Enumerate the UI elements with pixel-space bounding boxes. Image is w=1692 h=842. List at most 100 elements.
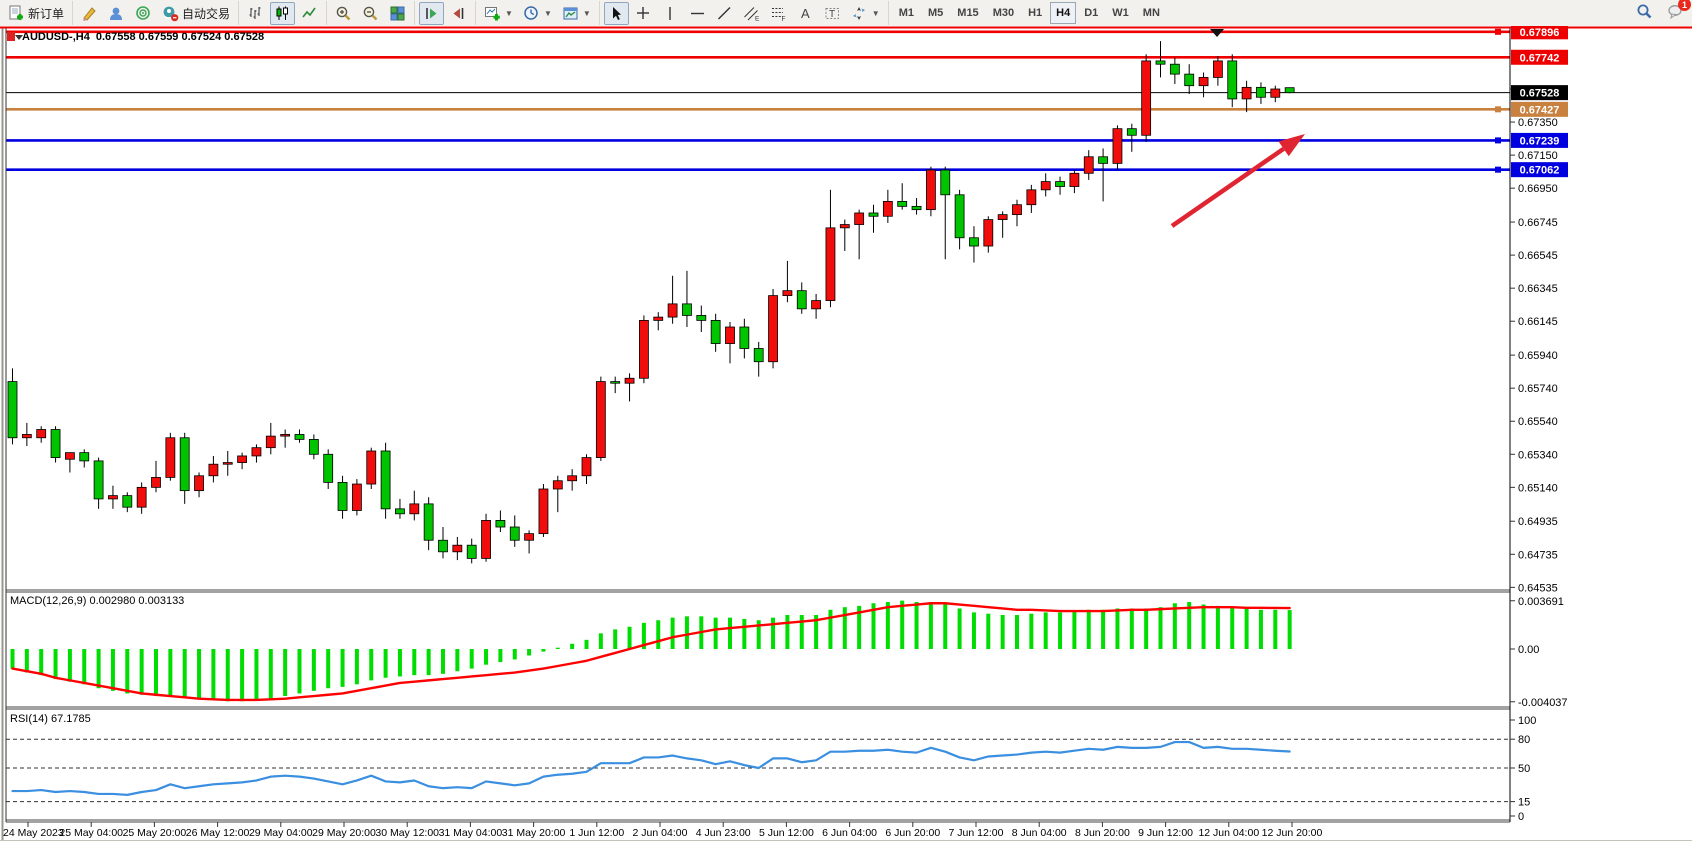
tester-button[interactable] [131,2,156,25]
crosshair-icon [635,5,652,22]
price-axis[interactable]: 0.675500.673500.671500.669500.667450.665… [1510,26,1568,823]
time-tick-label: 26 May 12:00 [186,827,250,839]
auto-scroll-icon [423,5,440,22]
channel-icon: E [743,5,760,22]
candle [811,300,821,310]
chart-title: AUDUSD-,H4 0.67558 0.67559 0.67524 0.6752… [22,31,264,43]
editor-button[interactable] [104,2,129,25]
candle [179,437,190,492]
price-tick-label: 0.65340 [1518,449,1558,461]
hline-button[interactable] [685,2,710,25]
time-tick-label: 12 Jun 20:00 [1262,827,1323,839]
candle [21,434,32,439]
crosshair-button[interactable] [631,2,656,25]
candle [868,212,879,217]
candle [725,326,735,344]
timeframe-d1-button[interactable]: D1 [1084,7,1099,19]
candle [194,475,204,492]
chevron-down-icon[interactable]: ▼ [871,8,880,18]
candle [36,429,47,439]
price-badge-label: 0.67239 [1520,135,1560,147]
fibonacci-button[interactable]: F [766,2,791,25]
templates-button[interactable]: ▼ [558,2,595,25]
chart-canvas[interactable]: 0.675500.673500.671500.669500.667450.665… [0,26,1692,842]
label-icon: T [824,5,841,22]
zoom-out-button[interactable] [358,2,383,25]
macd-pane[interactable] [10,600,1292,702]
price-tick-label: 0.64935 [1518,516,1558,528]
candles-chart-button[interactable] [270,1,296,25]
timeframe-w1-button[interactable]: W1 [1112,7,1129,19]
channel-button[interactable]: E [739,2,764,25]
autotrade-button[interactable]: 自动交易 [158,2,234,25]
timeframe-mn-button[interactable]: MN [1142,7,1160,19]
search-icon[interactable] [1636,3,1653,23]
time-tick-label: 25 May 04:00 [59,827,123,839]
candle [136,486,147,508]
line-anchor-handle[interactable] [1495,28,1501,35]
tile-windows-button[interactable] [385,2,410,25]
line-chart-icon [301,5,318,22]
line-anchor-handle[interactable] [1495,137,1501,144]
rsi-line [11,740,1291,796]
timeframe-m15-button[interactable]: M15 [957,7,979,19]
candle [265,435,276,449]
timeframe-m1-button[interactable]: M1 [898,7,914,19]
chevron-down-icon[interactable]: ▼ [505,8,513,18]
candle [1098,156,1108,164]
candle [940,169,951,196]
rsi-pane[interactable] [6,738,1510,803]
line-anchor-handle[interactable] [1495,166,1501,173]
auto-scroll-button[interactable] [419,1,445,25]
vline-button[interactable] [658,2,683,25]
arrows-button[interactable]: ▼ [847,2,884,25]
periods-button[interactable]: ▼ [519,2,556,25]
macd-signal-line [11,602,1291,702]
candle [710,320,721,344]
text-icon: A [797,5,814,22]
timeframe-m5-button[interactable]: M5 [928,7,944,19]
chevron-down-icon[interactable]: ▼ [582,8,591,18]
timeframe-m30-button[interactable]: M30 [992,7,1015,19]
new-order-button[interactable]: 新订单 [4,2,68,25]
editor-icon [108,5,125,22]
notifications-button[interactable]: 1 [1667,0,1691,23]
line-chart-button[interactable] [297,2,322,25]
candle [1241,86,1252,100]
candle [466,544,477,559]
timeframe-h4-button[interactable]: H4 [1050,2,1077,24]
price-tick-label: 0.66345 [1518,283,1558,295]
time-tick-label: 25 May 20:00 [123,827,187,839]
candle [1012,204,1022,216]
price-tick-label: 0.65540 [1518,416,1558,428]
svg-text:F: F [781,16,785,22]
time-marker-icon [1210,29,1224,37]
crayon-icon [81,5,98,22]
candle [782,290,793,297]
timeframe-h1-button[interactable]: H1 [1028,7,1043,19]
indicators-button[interactable]: ▼ [480,2,517,25]
symbol-dropdown-icon[interactable] [15,35,23,40]
chevron-down-icon[interactable]: ▼ [543,8,552,18]
price-pane[interactable] [6,28,1510,564]
price-badge-label: 0.67896 [1520,27,1560,39]
label-button[interactable]: T [820,2,845,25]
trendline-button[interactable] [712,2,737,25]
bars-chart-icon [247,5,264,22]
zoom-in-button[interactable] [331,2,356,25]
tester-icon [135,5,152,22]
text-button[interactable]: A [793,2,818,25]
toolbar-button-label: 新订单 [28,6,65,21]
candle [380,450,391,510]
trend-arrow-annotation[interactable] [1170,146,1285,228]
bars-chart-button[interactable] [243,2,268,25]
cursor-button[interactable] [603,1,629,25]
chart-shift-button[interactable] [446,2,471,25]
rsi-tick-label: 15 [1518,797,1530,809]
candle [1126,128,1137,136]
candle [93,460,104,500]
crayon-button[interactable] [77,2,102,25]
line-anchor-handle[interactable] [1495,106,1501,113]
